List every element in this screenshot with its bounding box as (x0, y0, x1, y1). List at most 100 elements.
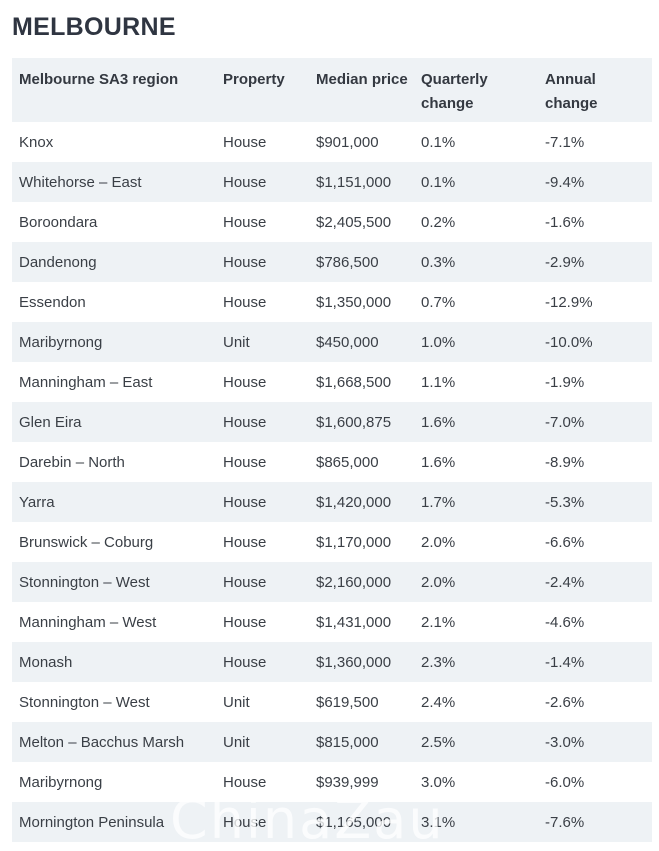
cell-region: Darebin – North (19, 453, 125, 471)
cell-annual-change: -7.0% (545, 413, 585, 431)
cell-quarterly-change: 3.1% (421, 813, 456, 831)
cell-region: Knox (19, 133, 54, 151)
cell-quarterly-change: 2.0% (421, 573, 456, 591)
table-row: Manningham – West House $1,431,000 2.1% -4.6… (12, 602, 652, 642)
cell-annual-change: -6.6% (545, 533, 585, 551)
table-row: Stonnington – West House $2,160,000 2.0% -2.… (12, 562, 652, 602)
table-row: Mornington Peninsula House $1,165,000 3.1% -… (12, 802, 652, 842)
cell-median-price: $1,350,000 (316, 293, 392, 311)
cell-annual-change: -3.0% (545, 733, 585, 751)
cell-region: Boroondara (19, 213, 98, 231)
cell-annual-change: -12.9% (545, 293, 593, 311)
cell-property: House (223, 373, 267, 391)
cell-property: House (223, 453, 267, 471)
cell-median-price: $450,000 (316, 333, 379, 351)
cell-quarterly-change: 2.3% (421, 653, 456, 671)
cell-annual-change: -2.4% (545, 573, 585, 591)
cell-quarterly-change: 3.0% (421, 773, 456, 791)
cell-annual-change: -1.4% (545, 653, 585, 671)
table-row: Darebin – North House $865,000 1.6% -8.9% (12, 442, 652, 482)
cell-quarterly-change: 0.1% (421, 173, 456, 191)
table-row: Manningham – East House $1,668,500 1.1% -1.9… (12, 362, 652, 402)
cell-property: House (223, 133, 267, 151)
cell-region: Stonnington – West (19, 693, 150, 711)
cell-property: House (223, 173, 267, 191)
column-header-property: Property (223, 71, 285, 88)
table-row: Yarra House $1,420,000 1.7% -5.3% (12, 482, 652, 522)
column-header-quarterly-change: Quarterly change (421, 71, 488, 112)
cell-quarterly-change: 1.1% (421, 373, 456, 391)
table-row: Whitehorse – East House $1,151,000 0.1% -9.4… (12, 162, 652, 202)
cell-region: Essendon (19, 293, 86, 311)
cell-property: House (223, 293, 267, 311)
cell-annual-change: -1.6% (545, 213, 585, 231)
table-row: Maribyrnong House $939,999 3.0% -6.0% (12, 762, 652, 802)
cell-annual-change: -2.9% (545, 253, 585, 271)
cell-annual-change: -2.6% (545, 693, 585, 711)
cell-property: House (223, 813, 267, 831)
column-header-region: Melbourne SA3 region (19, 71, 179, 88)
cell-region: Brunswick – Coburg (19, 533, 154, 551)
cell-median-price: $1,151,000 (316, 173, 392, 191)
cell-median-price: $786,500 (316, 253, 379, 271)
cell-quarterly-change: 1.6% (421, 453, 456, 471)
cell-median-price: $1,170,000 (316, 533, 392, 551)
cell-median-price: $2,405,500 (316, 213, 392, 231)
table-body: Knox House $901,000 0.1% -7.1% Whitehorse – E… (12, 122, 652, 842)
cell-region: Manningham – East (19, 373, 153, 391)
table-row: Glen Eira House $1,600,875 1.6% -7.0% (12, 402, 652, 442)
cell-median-price: $815,000 (316, 733, 379, 751)
cell-property: House (223, 533, 267, 551)
cell-annual-change: -1.9% (545, 373, 585, 391)
median-price-table: Melbourne SA3 region Property Median pri… (12, 58, 652, 842)
cell-property: House (223, 213, 267, 231)
cell-annual-change: -7.6% (545, 813, 585, 831)
cell-annual-change: -7.1% (545, 133, 585, 151)
page-title: MELBOURNE (12, 13, 176, 41)
column-header-annual-change: Annual change (545, 71, 598, 112)
table-header-row: Melbourne SA3 region Property Median pri… (12, 58, 652, 122)
cell-median-price: $1,165,000 (316, 813, 392, 831)
cell-annual-change: -6.0% (545, 773, 585, 791)
table-row: Brunswick – Coburg House $1,170,000 2.0% -6.… (12, 522, 652, 562)
cell-property: House (223, 573, 267, 591)
cell-property: House (223, 493, 267, 511)
cell-property: Unit (223, 333, 250, 351)
cell-median-price: $2,160,000 (316, 573, 392, 591)
cell-quarterly-change: 0.7% (421, 293, 456, 311)
cell-median-price: $865,000 (316, 453, 379, 471)
cell-property: House (223, 613, 267, 631)
cell-region: Whitehorse – East (19, 173, 142, 191)
cell-median-price: $1,360,000 (316, 653, 392, 671)
cell-region: Maribyrnong (19, 773, 103, 791)
table-row: Knox House $901,000 0.1% -7.1% (12, 122, 652, 162)
cell-property: House (223, 413, 267, 431)
cell-region: Stonnington – West (19, 573, 150, 591)
cell-quarterly-change: 2.5% (421, 733, 456, 751)
cell-region: Dandenong (19, 253, 97, 271)
cell-quarterly-change: 2.4% (421, 693, 456, 711)
cell-quarterly-change: 1.0% (421, 333, 456, 351)
cell-median-price: $939,999 (316, 773, 379, 791)
table-row: Essendon House $1,350,000 0.7% -12.9% (12, 282, 652, 322)
cell-median-price: $1,420,000 (316, 493, 392, 511)
cell-region: Maribyrnong (19, 333, 103, 351)
cell-property: Unit (223, 733, 250, 751)
cell-quarterly-change: 0.2% (421, 213, 456, 231)
cell-region: Glen Eira (19, 413, 82, 431)
cell-quarterly-change: 0.3% (421, 253, 456, 271)
column-header-median-price: Median price (316, 71, 408, 88)
cell-quarterly-change: 1.6% (421, 413, 456, 431)
cell-quarterly-change: 2.1% (421, 613, 456, 631)
cell-annual-change: -4.6% (545, 613, 585, 631)
table-row: Melton – Bacchus Marsh Unit $815,000 2.5% -3… (12, 722, 652, 762)
cell-quarterly-change: 0.1% (421, 133, 456, 151)
cell-property: Unit (223, 693, 250, 711)
table-row: Boroondara House $2,405,500 0.2% -1.6% (12, 202, 652, 242)
cell-median-price: $619,500 (316, 693, 379, 711)
cell-region: Yarra (19, 493, 55, 511)
cell-quarterly-change: 2.0% (421, 533, 456, 551)
cell-property: House (223, 653, 267, 671)
cell-median-price: $1,668,500 (316, 373, 392, 391)
